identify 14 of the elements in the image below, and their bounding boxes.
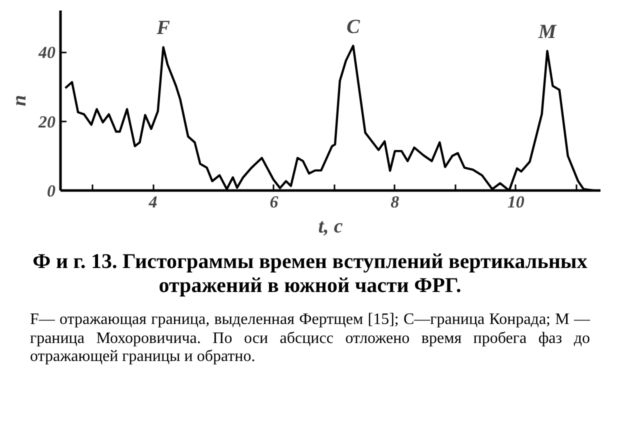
annotation: F (156, 17, 171, 40)
x-tick-label: 8 (390, 192, 400, 212)
annotation: M (537, 21, 558, 43)
x-tick-label: 10 (507, 192, 525, 212)
x-axis-title: t, c (318, 216, 343, 238)
x-tick-label: 4 (148, 192, 158, 212)
x-tick-label: 6 (270, 192, 279, 212)
y-tick-label: 0 (47, 182, 56, 200)
text: F— отражающая граница, выделенная Фертщем [15]; C—граница Конрада; M — граница Мохоровичича. По оси абсцисс отложено время пробега фаз до отражающей границы и обратно. (30, 311, 590, 366)
y-axis-title: n (8, 94, 30, 106)
y-tick-label: 20 (38, 112, 56, 132)
y-tick-label: 40 (38, 43, 56, 62)
text: Ф и г. 13. Гистограммы времен вступлений вертикальных отражений в южной части ФРГ. (32, 249, 588, 298)
annotation: C (346, 16, 361, 38)
